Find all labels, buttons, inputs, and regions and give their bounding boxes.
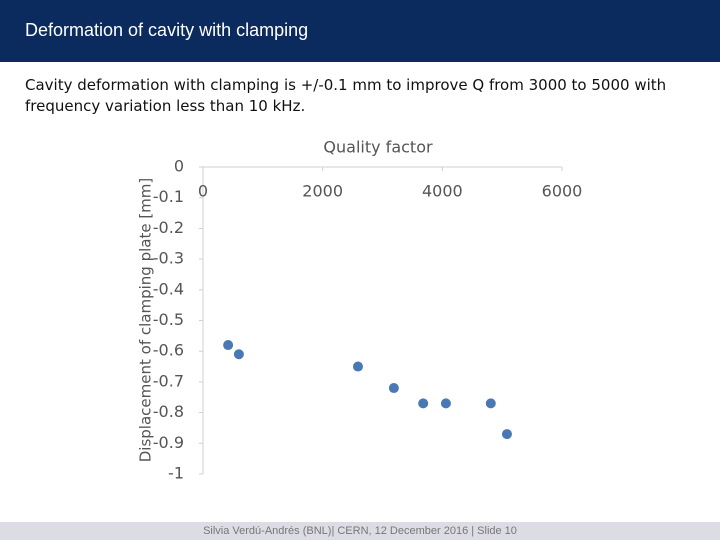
y-tick-label: -0.7	[153, 371, 184, 390]
footer: Silvia Verdú-Andrés (BNL)| CERN, 12 Dece…	[0, 522, 720, 540]
x-tick-label: 4000	[422, 182, 463, 201]
y-tick-label: -0.5	[153, 310, 184, 329]
y-tick-label: -1	[168, 464, 184, 483]
body-text: Cavity deformation with clamping is +/-0…	[25, 75, 705, 117]
y-axis-title: Displacement of clamping plate [mm]	[137, 178, 155, 463]
y-tick-label: -0.3	[153, 249, 184, 268]
header: Deformation of cavity with clamping	[0, 0, 720, 62]
y-tick-label: -0.6	[153, 341, 184, 360]
y-tick-label: 0	[174, 157, 184, 176]
chart: Quality factor Displacement of clamping …	[137, 138, 583, 483]
point	[485, 398, 496, 409]
point	[233, 349, 244, 360]
text-line: Cavity deformation with clamping is +/-0…	[25, 76, 667, 94]
point	[352, 361, 363, 372]
y-tick-label: -0.8	[153, 402, 184, 421]
y-tick-label: -0.9	[153, 433, 184, 452]
footer-text: Silvia Verdú-Andrés (BNL)| CERN, 12 Dece…	[203, 525, 517, 537]
x-axis-title: Quality factor	[323, 138, 433, 157]
point	[418, 398, 429, 409]
text-line: frequency variation less than 10 kHz.	[25, 97, 306, 115]
x-tick-label: 2000	[302, 182, 343, 201]
point	[501, 429, 512, 440]
point	[223, 340, 234, 351]
x-tick-label: 0	[198, 182, 208, 201]
y-tick-label: -0.4	[153, 279, 184, 298]
x-tick-label: 6000	[542, 182, 583, 201]
point	[440, 398, 451, 409]
point	[388, 383, 399, 394]
y-tick-label: -0.2	[153, 218, 184, 237]
header-title: Deformation of cavity with clamping	[25, 20, 309, 40]
y-tick-label: -0.1	[153, 187, 184, 206]
